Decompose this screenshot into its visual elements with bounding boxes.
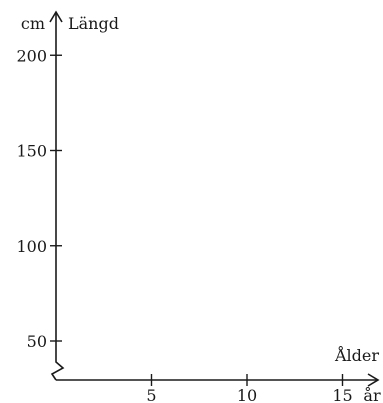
y-axis-arrowhead — [49, 10, 63, 23]
x-axis-label: Ålder — [334, 345, 379, 365]
y-axis-unit: cm — [21, 14, 45, 33]
y-tick-label-50: 50 — [27, 332, 47, 351]
axes-group — [49, 10, 380, 387]
y-axis-label: Längd — [68, 14, 119, 33]
y-axis-line — [50, 12, 65, 381]
y-tick-label-100: 100 — [16, 237, 47, 256]
x-ticks-group: 5 10 15 — [146, 374, 353, 403]
x-tick-label-10: 10 — [237, 386, 257, 403]
y-tick-label-200: 200 — [16, 46, 47, 65]
x-axis-arrowhead — [367, 373, 380, 387]
x-tick-label-15: 15 — [332, 386, 352, 403]
y-tick-label-150: 150 — [16, 142, 47, 161]
y-ticks-group: 50 100 150 200 — [16, 46, 62, 351]
x-axis-unit: år — [363, 386, 381, 403]
x-tick-label-5: 5 — [146, 386, 156, 403]
